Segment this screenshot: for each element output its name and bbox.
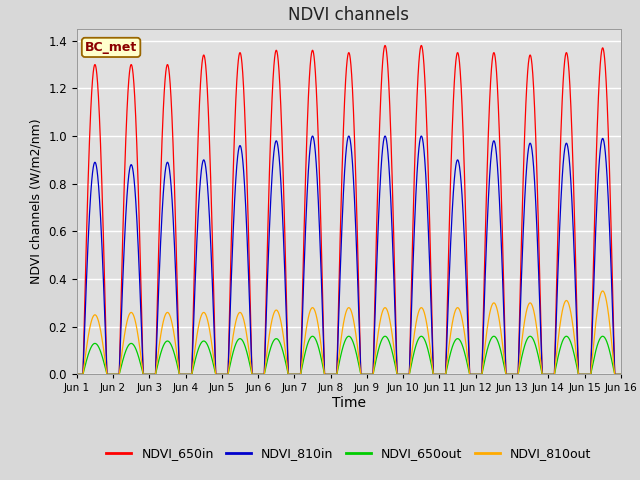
- Text: BC_met: BC_met: [85, 41, 137, 54]
- Y-axis label: NDVI channels (W/m2/nm): NDVI channels (W/m2/nm): [30, 119, 43, 285]
- X-axis label: Time: Time: [332, 396, 366, 410]
- Legend: NDVI_650in, NDVI_810in, NDVI_650out, NDVI_810out: NDVI_650in, NDVI_810in, NDVI_650out, NDV…: [101, 442, 596, 465]
- Title: NDVI channels: NDVI channels: [288, 6, 410, 24]
